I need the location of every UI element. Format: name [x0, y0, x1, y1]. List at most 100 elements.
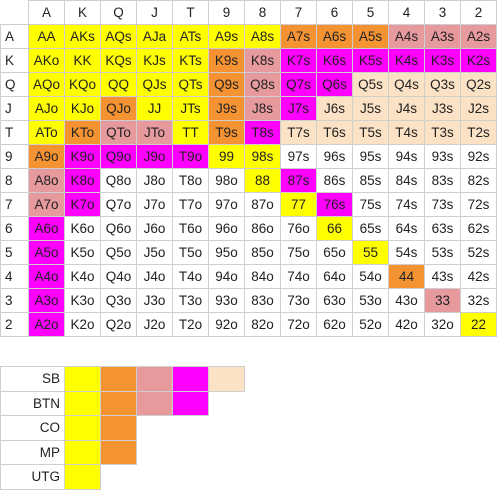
- row-header-5: 5: [0, 240, 29, 265]
- hand-cell: 94o: [208, 264, 245, 289]
- hand-cell: Q8o: [100, 168, 137, 193]
- hand-cell: 75s: [352, 192, 389, 217]
- legend-empty: [173, 416, 209, 441]
- hand-cell: 87o: [244, 192, 281, 217]
- legend-swatch-pink: [136, 390, 173, 416]
- hand-cell: Q6o: [100, 216, 137, 241]
- hand-cell: 54o: [352, 264, 389, 289]
- hand-cell: 65o: [316, 240, 353, 265]
- hand-cell: 87s: [280, 168, 317, 193]
- hand-cell: A5o: [28, 240, 65, 265]
- hand-cell: 88: [244, 168, 281, 193]
- hand-cell: 42s: [460, 264, 497, 289]
- column-header-A: A: [28, 0, 65, 25]
- legend-swatch-magenta: [172, 390, 209, 416]
- hand-cell: A5s: [352, 24, 389, 49]
- hand-cell: J4s: [388, 96, 425, 121]
- row-header-9: 9: [0, 144, 29, 169]
- hand-cell: 42o: [388, 312, 425, 337]
- hand-cell: J6s: [316, 96, 353, 121]
- row-header-8: 8: [0, 168, 29, 193]
- hand-cell: 53o: [352, 288, 389, 313]
- hand-cell: 64s: [388, 216, 425, 241]
- column-header-7: 7: [280, 0, 317, 25]
- grid-row-6: 6 A6o K6o Q6o J6o T6o 96o 86o 76o 66 65s 64s 63s 62s: [0, 216, 497, 241]
- legend-empty: [137, 465, 173, 490]
- legend-empty: [173, 465, 209, 490]
- hand-cell: ATo: [28, 120, 65, 145]
- hand-cell: A6s: [316, 24, 353, 49]
- hand-cell: K8o: [64, 168, 101, 193]
- legend-position-label: MP: [0, 439, 65, 465]
- hand-cell: Q2o: [100, 312, 137, 337]
- column-header-3: 3: [424, 0, 461, 25]
- position-legend: SB BTN CO MP UTG: [0, 366, 245, 490]
- hand-cell: T4s: [388, 120, 425, 145]
- hand-cell: 63o: [316, 288, 353, 313]
- legend-empty: [209, 465, 245, 490]
- legend-swatch-yellow: [64, 464, 101, 490]
- column-header-2: 2: [460, 0, 497, 25]
- hand-cell: 73s: [424, 192, 461, 217]
- hand-cell: Q9o: [100, 144, 137, 169]
- hand-cell: J2o: [136, 312, 173, 337]
- hand-cell: 72s: [460, 192, 497, 217]
- hand-cell: 86o: [244, 216, 281, 241]
- grid-row-8: 8 A8o K8o Q8o J8o T8o 98o 88 87s 86s 85s 84s 83s 82s: [0, 168, 497, 193]
- hand-cell: AKs: [64, 24, 101, 49]
- hand-cell: A4o: [28, 264, 65, 289]
- row-header-A: A: [0, 24, 29, 49]
- hand-cell: 74s: [388, 192, 425, 217]
- hand-cell: Q5s: [352, 72, 389, 97]
- hand-cell: T7o: [172, 192, 209, 217]
- legend-row-utg: UTG: [0, 464, 245, 490]
- hand-cell: 98s: [244, 144, 281, 169]
- grid-corner: [0, 0, 29, 25]
- hand-cell: 54s: [388, 240, 425, 265]
- hand-cell: 52s: [460, 240, 497, 265]
- legend-swatch-orange: [100, 390, 137, 416]
- hand-cell: QTo: [100, 120, 137, 145]
- grid-row-J: J AJo KJo QJo JJ JTs J9s J8s J7s J6s J5s J4s J3s J2s: [0, 96, 497, 121]
- hand-cell: AKo: [28, 48, 65, 73]
- hand-cell: T3o: [172, 288, 209, 313]
- hand-cell: A8o: [28, 168, 65, 193]
- hand-cell: 65s: [352, 216, 389, 241]
- grid-row-2: 2 A2o K2o Q2o J2o T2o 92o 82o 72o 62o 52o 42o 32o 22: [0, 312, 497, 337]
- legend-row-btn: BTN: [0, 390, 245, 416]
- legend-swatch-orange: [100, 366, 137, 392]
- column-header-8: 8: [244, 0, 281, 25]
- hand-cell: Q9s: [208, 72, 245, 97]
- legend-swatch-pink: [136, 366, 173, 392]
- legend-empty: [173, 440, 209, 465]
- row-header-3: 3: [0, 288, 29, 313]
- legend-empty: [137, 440, 173, 465]
- hand-cell: J7o: [136, 192, 173, 217]
- hand-cell: 62s: [460, 216, 497, 241]
- hand-cell: KK: [64, 48, 101, 73]
- hand-cell: Q3o: [100, 288, 137, 313]
- hand-cell: JTs: [172, 96, 209, 121]
- hand-cell: 83s: [424, 168, 461, 193]
- hand-cell: 63s: [424, 216, 461, 241]
- hand-cell: A7o: [28, 192, 65, 217]
- legend-swatch-orange: [100, 415, 137, 441]
- hand-cell: 76o: [280, 216, 317, 241]
- legend-position-label: SB: [0, 366, 65, 392]
- row-header-2: 2: [0, 312, 29, 337]
- hand-cell: QJo: [100, 96, 137, 121]
- hand-cell: K9s: [208, 48, 245, 73]
- hand-cell: Q7o: [100, 192, 137, 217]
- hand-cell: 72o: [280, 312, 317, 337]
- hand-cell: J8s: [244, 96, 281, 121]
- hand-cell: A3o: [28, 288, 65, 313]
- hand-cell: K5o: [64, 240, 101, 265]
- hand-cell: 95o: [208, 240, 245, 265]
- hand-cell: T5s: [352, 120, 389, 145]
- hand-cell: A2s: [460, 24, 497, 49]
- hand-cell: 92s: [460, 144, 497, 169]
- legend-row-co: CO: [0, 415, 245, 441]
- hand-cell: 85o: [244, 240, 281, 265]
- hand-cell: 83o: [244, 288, 281, 313]
- hand-cell: Q4s: [388, 72, 425, 97]
